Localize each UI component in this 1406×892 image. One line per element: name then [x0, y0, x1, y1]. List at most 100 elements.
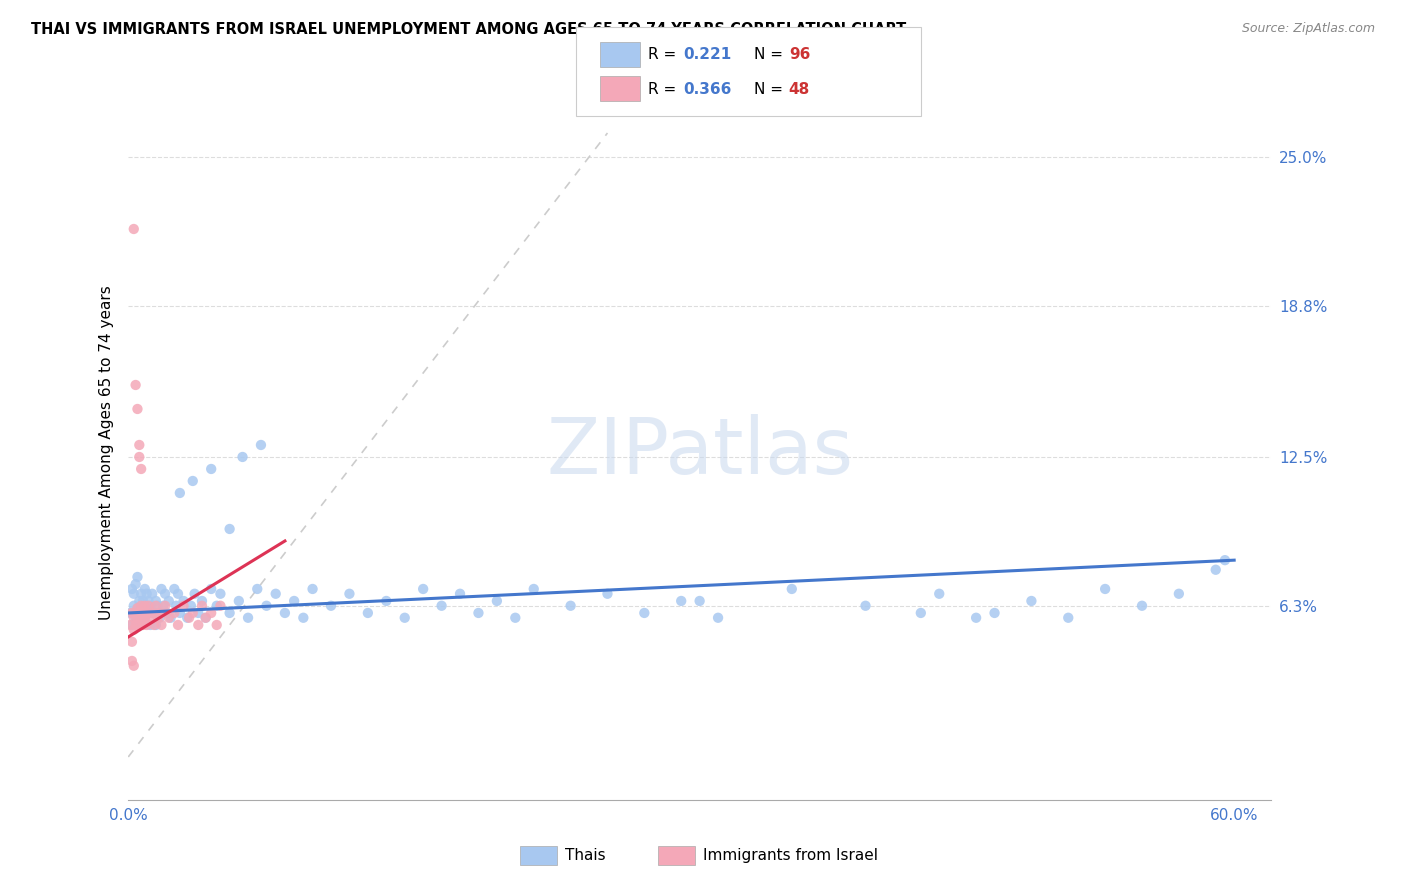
Point [134, 611, 156, 625]
Point [128, 606, 150, 620]
Point [120, 618, 142, 632]
Point [194, 611, 217, 625]
Point [173, 599, 195, 613]
Point [132, 594, 155, 608]
Point [910, 606, 932, 620]
Point [165, 599, 187, 613]
Point [128, 438, 150, 452]
Point [129, 618, 152, 632]
Point [135, 606, 157, 620]
Point [149, 611, 172, 625]
Point [965, 611, 987, 625]
Point [256, 599, 278, 613]
Y-axis label: Unemployment Among Ages 65 to 74 years: Unemployment Among Ages 65 to 74 years [100, 285, 114, 620]
Point [339, 587, 361, 601]
Point [129, 587, 152, 601]
Point [596, 587, 619, 601]
Point [1205, 563, 1227, 577]
Point [669, 594, 692, 608]
Point [141, 587, 163, 601]
Point [141, 606, 163, 620]
Point [145, 618, 167, 632]
Point [209, 599, 232, 613]
Point [218, 522, 240, 536]
Point [159, 611, 181, 625]
Point [122, 599, 145, 613]
Point [176, 611, 198, 625]
Point [231, 450, 253, 464]
Point [135, 587, 157, 601]
Point [928, 587, 950, 601]
Point [127, 611, 149, 625]
Point [163, 582, 186, 596]
Point [127, 601, 149, 615]
Point [122, 611, 145, 625]
Point [150, 582, 173, 596]
Point [780, 582, 803, 596]
Point [157, 611, 180, 625]
Point [264, 587, 287, 601]
Point [187, 606, 209, 620]
Point [180, 599, 202, 613]
Text: N =: N = [754, 82, 787, 96]
Point [394, 611, 416, 625]
Point [122, 587, 145, 601]
Point [181, 474, 204, 488]
Point [1021, 594, 1043, 608]
Point [283, 594, 305, 608]
Point [128, 606, 150, 620]
Text: ZIPatlas: ZIPatlas [546, 414, 853, 491]
Text: Thais: Thais [565, 848, 606, 863]
Text: 0.366: 0.366 [683, 82, 731, 96]
Text: Source: ZipAtlas.com: Source: ZipAtlas.com [1241, 22, 1375, 36]
Text: N =: N = [754, 47, 787, 62]
Point [157, 594, 180, 608]
Point [169, 606, 191, 620]
Point [301, 582, 323, 596]
Point [127, 570, 149, 584]
Point [124, 606, 146, 620]
Point [194, 611, 217, 625]
Point [121, 634, 143, 648]
Point [236, 611, 259, 625]
Point [143, 618, 166, 632]
Point [132, 618, 155, 632]
Point [707, 611, 730, 625]
Point [209, 587, 232, 601]
Point [134, 611, 156, 625]
Point [128, 594, 150, 608]
Point [246, 582, 269, 596]
Point [200, 582, 222, 596]
Point [149, 606, 172, 620]
Text: Immigrants from Israel: Immigrants from Israel [703, 848, 877, 863]
Point [129, 599, 152, 613]
Point [173, 594, 195, 608]
Point [124, 618, 146, 632]
Text: R =: R = [648, 47, 682, 62]
Point [121, 654, 143, 668]
Point [138, 594, 160, 608]
Point [177, 611, 200, 625]
Point [121, 618, 143, 632]
Point [274, 606, 297, 620]
Point [124, 611, 146, 625]
Point [523, 582, 546, 596]
Point [163, 606, 186, 620]
Point [167, 618, 190, 632]
Point [132, 606, 155, 620]
Point [139, 599, 162, 613]
Point [145, 599, 167, 613]
Point [357, 606, 380, 620]
Point [128, 450, 150, 464]
Point [485, 594, 508, 608]
Point [169, 486, 191, 500]
Point [138, 599, 160, 613]
Point [122, 623, 145, 637]
Point [139, 611, 162, 625]
Point [375, 594, 398, 608]
Point [156, 606, 179, 620]
Point [129, 462, 152, 476]
Point [150, 618, 173, 632]
Point [191, 594, 214, 608]
Point [134, 582, 156, 596]
